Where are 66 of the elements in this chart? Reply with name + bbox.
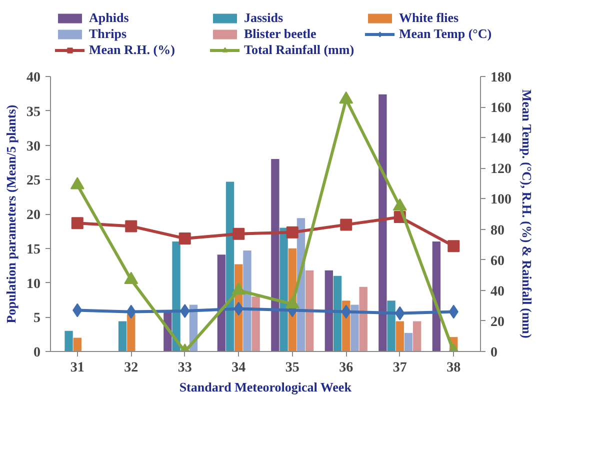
- x-tick-label: 38: [446, 360, 461, 376]
- y2-tick-label: 80: [490, 223, 504, 238]
- legend-label: Total Rainfall (mm): [244, 42, 356, 58]
- point: [232, 228, 245, 240]
- bar: [324, 270, 334, 352]
- bar: [118, 321, 127, 352]
- bar: [378, 94, 387, 352]
- bar: [387, 300, 396, 352]
- x-tick-label: 36: [339, 360, 354, 376]
- bar: [412, 321, 422, 352]
- y-tick-label: 25: [26, 174, 40, 189]
- y2-tick-label: 180: [490, 70, 512, 86]
- legend-label: Aphids: [89, 10, 130, 26]
- y2-tick-label: 60: [490, 254, 504, 269]
- y-tick-label: 15: [26, 242, 40, 258]
- point: [286, 226, 298, 238]
- y2-tick-label: 120: [490, 162, 512, 178]
- x-tick-label: 34: [232, 360, 246, 376]
- y-tick-label: 20: [26, 208, 40, 223]
- y-tick-label: 40: [26, 70, 40, 86]
- x-tick-label: 32: [124, 360, 138, 376]
- y-tick-label: 30: [26, 139, 40, 154]
- point: [340, 218, 352, 231]
- bar: [226, 182, 234, 352]
- bar: [64, 330, 73, 352]
- bar: [217, 254, 226, 352]
- bar: [350, 304, 359, 352]
- bar: [359, 286, 368, 352]
- y2-tick-label: 20: [490, 314, 504, 330]
- bar: [396, 321, 404, 352]
- x-tick-label: 31: [70, 360, 84, 376]
- point: [71, 217, 84, 230]
- point: [178, 232, 191, 244]
- bar: [333, 276, 342, 352]
- y2-axis-title: Mean Temp. (°C), R.H. (%) & Rainfall (mm): [520, 89, 534, 338]
- y-axis-title: Population parameters (Mean/5 plants): [4, 104, 18, 324]
- x-tick-label: 37: [392, 360, 407, 376]
- x-tick-label: 35: [285, 360, 300, 376]
- y-tick-label: 5: [34, 311, 40, 326]
- bar: [127, 314, 136, 352]
- y2-tick-label: 160: [490, 101, 512, 116]
- bar: [172, 242, 180, 352]
- legend-label: Jassids: [244, 10, 284, 26]
- y-tick-label: 0: [34, 346, 40, 360]
- x-tick-label: 33: [178, 360, 192, 376]
- y-tick-label: 10: [26, 276, 40, 292]
- bar: [73, 338, 82, 352]
- y2-tick-label: 0: [490, 346, 498, 360]
- bar: [271, 159, 280, 352]
- y2-tick-label: 40: [490, 284, 504, 300]
- bar: [305, 270, 314, 352]
- y2-tick-label: 100: [490, 192, 512, 208]
- y2-tick-label: 140: [490, 132, 512, 147]
- point: [125, 220, 138, 232]
- x-axis-title: Standard Meteorological Week: [179, 380, 352, 394]
- bar: [404, 332, 413, 352]
- legend-label: Thrips: [89, 26, 128, 42]
- legend-label: White flies: [399, 10, 460, 26]
- bar: [243, 250, 252, 352]
- point: [448, 240, 460, 252]
- legend-label: Blister beetle: [244, 26, 318, 42]
- legend-label: Mean Temp (°C): [399, 26, 493, 42]
- y-tick-label: 35: [26, 104, 40, 120]
- bar: [280, 228, 288, 352]
- bar: [252, 296, 260, 352]
- legend-label: Mean R.H. (%): [89, 42, 176, 58]
